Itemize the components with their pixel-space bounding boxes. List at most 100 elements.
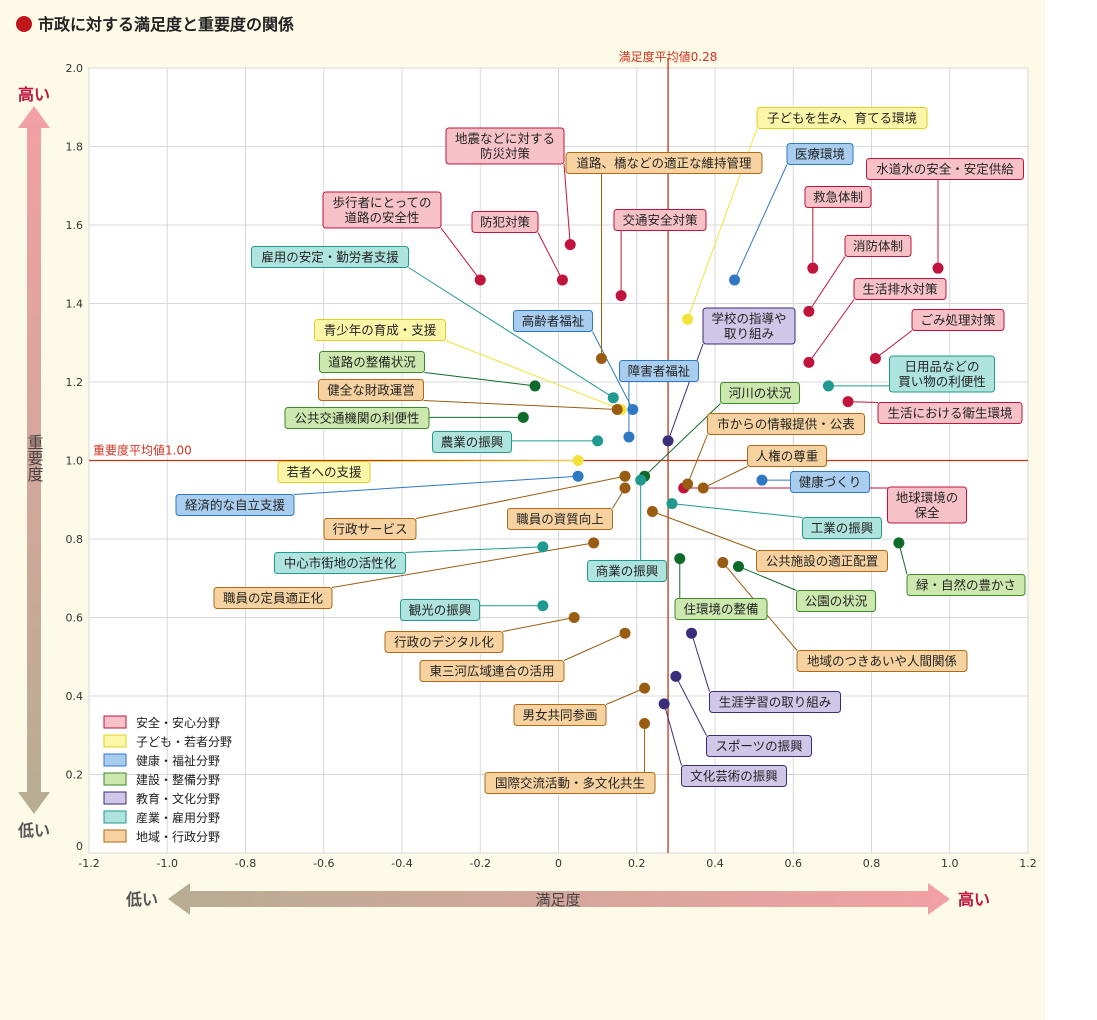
callout-box: [613, 209, 707, 231]
data-point: [756, 474, 768, 486]
data-label-line: 経済的な自立支援: [185, 498, 286, 513]
callout-box: [318, 379, 424, 401]
callout-box: [274, 552, 406, 574]
data-label-line: 保全: [914, 505, 940, 520]
y-tick-label: 0.8: [66, 533, 84, 546]
leader-line: [652, 511, 757, 551]
callout-box: [709, 691, 841, 713]
callout-box: [507, 508, 613, 530]
leader-line: [738, 566, 797, 591]
leader-line: [502, 617, 575, 632]
leader-line: [423, 400, 618, 410]
data-label: 道路、橋などの適正な維持管理: [576, 156, 752, 171]
callout-box: [906, 574, 1026, 596]
y-tick-label: 0.2: [66, 769, 84, 782]
data-point: [623, 431, 635, 443]
y-tick-label: 0: [76, 840, 83, 853]
data-label: 生活排水対策: [862, 282, 938, 297]
callout-box: [175, 494, 295, 516]
leader-line: [293, 475, 579, 495]
data-label-line: 日用品などの: [904, 359, 979, 374]
chart-panel: 市政に対する満足度と重要度の関係 -1.2 -1.0 -0.8 -0.6 -0.4 -0.2…: [0, 0, 1045, 1020]
data-label: 医療環境: [795, 147, 845, 162]
data-label: 日用品などの買い物の利便性: [898, 359, 986, 389]
data-label-line: 生活排水対策: [862, 282, 938, 297]
data-label-line: 買い物の利便性: [898, 374, 986, 389]
data-label: 青少年の育成・支援: [324, 323, 437, 338]
data-label-line: 中心市街地の活性化: [284, 556, 397, 571]
data-label: ごみ処理対策: [920, 313, 996, 328]
data-label-line: 職員の資質向上: [516, 512, 604, 527]
data-label-line: 健康づくり: [799, 475, 862, 490]
callout-box: [432, 431, 512, 453]
data-point: [729, 274, 741, 286]
data-label-line: 防災対策: [480, 146, 531, 161]
legend-swatch: [103, 753, 127, 767]
y-tick-label: 1.2: [66, 376, 84, 389]
leader-line: [424, 372, 536, 387]
data-label-line: 人権の尊重: [756, 449, 819, 464]
y-tick-label: 0.4: [66, 690, 84, 703]
callout-box: [706, 735, 812, 757]
importance-low-label: 低い: [17, 821, 50, 840]
data-point: [686, 627, 698, 639]
data-label-line: 雇用の安定・勤労者支援: [261, 250, 399, 265]
data-label: 行政のデジタル化: [394, 635, 494, 650]
x-tick-label: 0.8: [863, 857, 881, 870]
callout-box: [796, 590, 876, 612]
data-label-line: 行政サービス: [332, 522, 407, 537]
data-label-line: 青少年の育成・支援: [324, 323, 437, 338]
callout-box: [756, 107, 928, 129]
data-label: 公園の状況: [805, 594, 868, 609]
data-point: [803, 356, 815, 368]
legend-swatch: [103, 791, 127, 805]
leader-line: [405, 546, 543, 553]
data-point: [568, 612, 580, 623]
data-label: スポーツの振興: [715, 739, 802, 754]
callout-box: [802, 517, 882, 539]
data-label: 公共施設の適正配置: [766, 554, 879, 569]
data-points: [474, 239, 944, 729]
data-point: [517, 411, 529, 423]
data-label-line: 緑・自然の豊かさ: [916, 578, 1016, 593]
data-label: 国際交流活動・多文化共生: [495, 776, 645, 791]
y-tick-label: 1.0: [66, 455, 84, 468]
callout-box: [790, 471, 870, 493]
data-point: [615, 290, 627, 302]
callout-box: [251, 246, 409, 268]
data-label-line: 文化芸術の振興: [690, 769, 778, 784]
satisfaction-axis-title: 満足度: [535, 891, 580, 909]
data-label: 地震などに対する防災対策: [455, 131, 555, 161]
callout-box: [323, 518, 417, 540]
x-tick-label: -1.2: [78, 857, 99, 870]
leader-line: [605, 687, 645, 705]
data-label-line: 行政のデジタル化: [394, 635, 494, 650]
data-label-line: 市からの情報提供・公表: [717, 417, 855, 432]
data-point: [732, 560, 744, 572]
leader-line: [563, 163, 571, 245]
y-tick-label: 1.8: [66, 141, 84, 154]
data-label: 消防体制: [853, 239, 903, 254]
legend-entry: 健康・福祉分野: [136, 753, 220, 768]
leader-line: [663, 703, 682, 766]
data-point: [619, 470, 631, 482]
data-label: 職員の資質向上: [516, 512, 604, 527]
data-point: [572, 455, 584, 466]
leader-lines: [293, 128, 939, 773]
leader-line: [592, 331, 634, 410]
callout-box: [889, 355, 995, 393]
y-tick-label: 1.4: [66, 298, 84, 311]
importance-high-label: 高い: [18, 85, 50, 104]
data-point: [619, 627, 631, 639]
importance-arrow-icon: [18, 106, 50, 814]
data-label: 歩行者にとっての道路の安全性: [332, 195, 431, 225]
data-point: [556, 274, 568, 286]
data-label: 高齢者福祉: [522, 314, 585, 329]
callout-box: [674, 598, 768, 620]
callout-box: [702, 307, 796, 345]
data-label: 工業の振興: [811, 521, 874, 536]
data-label-line: 健全な財政運営: [327, 383, 415, 398]
legend-entry: 産業・雇用分野: [136, 810, 220, 825]
x-tick-label: 0.2: [628, 857, 646, 870]
